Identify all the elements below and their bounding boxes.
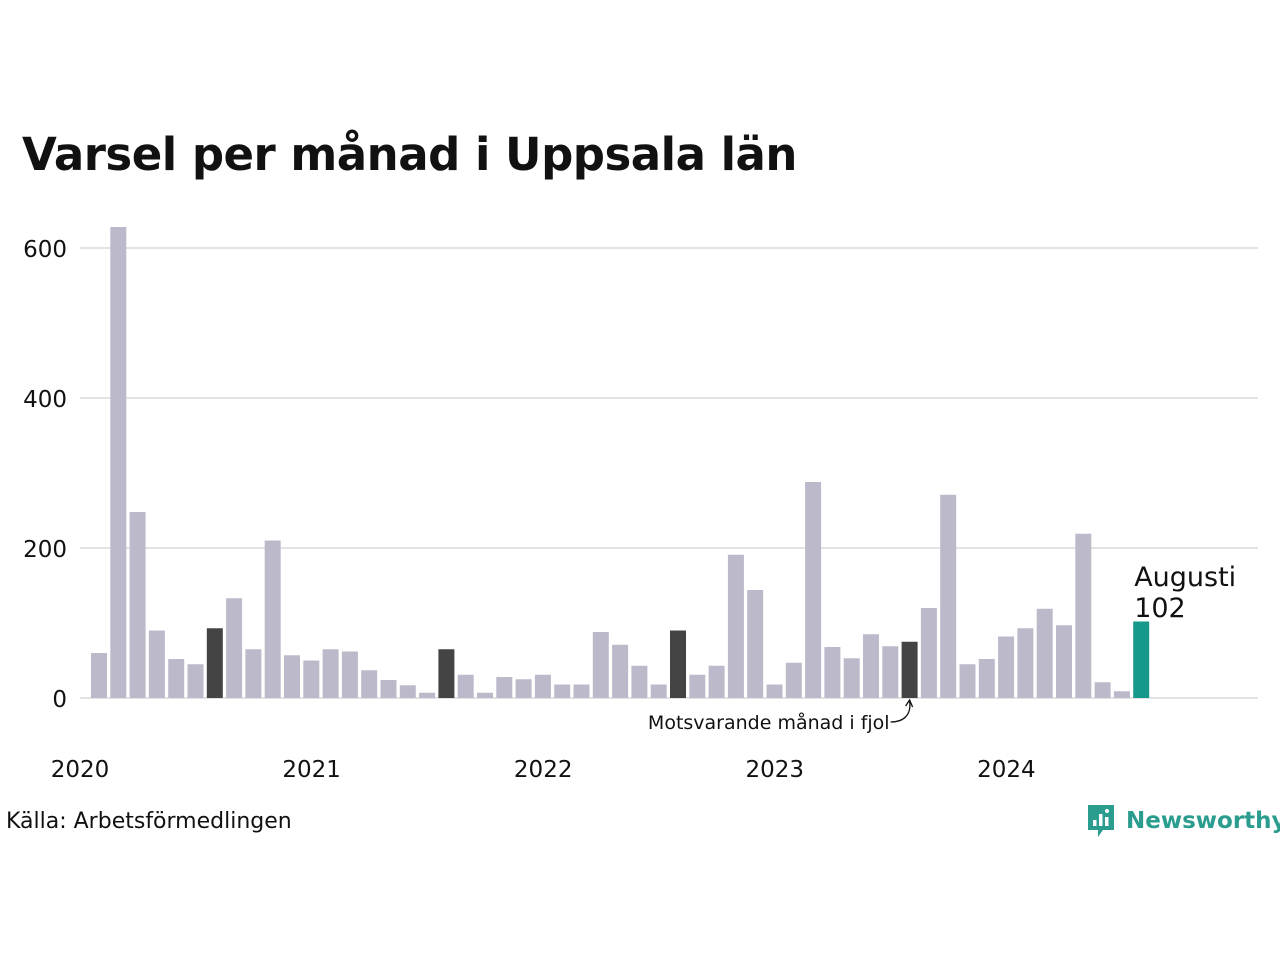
bar <box>959 664 976 698</box>
bar-previous-year <box>206 628 223 698</box>
current-month-value-label: 102 <box>1134 593 1186 624</box>
bar <box>477 692 493 698</box>
bar <box>863 634 879 698</box>
bar <box>303 660 320 698</box>
bar-chart: 0 200 400 600 2020 2021 2022 2023 2024 Augusti … <box>23 227 1258 783</box>
bar <box>631 665 648 698</box>
bar <box>1113 691 1130 698</box>
y-axis-tick-labels: 0 200 400 600 <box>23 237 67 713</box>
y-tick-label: 0 <box>52 687 67 713</box>
x-tick-label: 2023 <box>746 757 805 783</box>
y-tick-label: 200 <box>23 537 67 563</box>
bar <box>650 684 667 698</box>
bar <box>534 674 551 698</box>
bar <box>91 653 107 698</box>
bar <box>805 482 822 698</box>
bar <box>824 647 841 698</box>
bars <box>91 227 1150 698</box>
bar <box>361 670 378 698</box>
bar <box>419 692 436 698</box>
bar-previous-year <box>901 641 918 698</box>
bar <box>322 649 339 698</box>
bar <box>612 644 629 698</box>
bar <box>689 674 706 698</box>
brand-name: Newsworthy <box>1126 808 1280 834</box>
bar <box>1075 533 1092 698</box>
bar <box>592 632 609 698</box>
bar <box>187 664 204 698</box>
bar <box>1036 608 1053 698</box>
bar <box>129 512 146 698</box>
x-tick-label: 2020 <box>51 757 110 783</box>
y-tick-label: 400 <box>23 387 67 413</box>
y-tick-label: 600 <box>23 237 67 263</box>
bar <box>1094 682 1111 698</box>
bar <box>496 677 513 698</box>
bar <box>168 659 185 698</box>
source-note: Källa: Arbetsförmedlingen <box>6 809 292 834</box>
bar <box>940 494 957 698</box>
bar <box>457 674 474 698</box>
bar <box>380 680 397 698</box>
bar <box>245 649 262 698</box>
bar <box>978 659 995 698</box>
bar <box>515 679 532 698</box>
newsworthy-logo-icon <box>1088 805 1114 837</box>
current-month-label: Augusti <box>1134 562 1236 593</box>
bar <box>766 684 783 698</box>
annotation-arrowhead-icon <box>905 698 914 708</box>
bar <box>573 684 590 698</box>
bar <box>998 636 1015 698</box>
bar <box>708 665 725 698</box>
bar <box>747 590 764 698</box>
bar <box>148 630 165 698</box>
bar <box>1017 628 1034 698</box>
newsworthy-logo: Newsworthy <box>1086 803 1280 839</box>
bar <box>226 598 243 698</box>
bar <box>554 684 571 698</box>
bar <box>284 655 300 698</box>
annotation-arrow-icon <box>890 700 911 723</box>
bar <box>264 540 281 698</box>
bar <box>1056 625 1072 698</box>
chart-title: Varsel per månad i Uppsala län <box>22 128 797 181</box>
bar <box>341 651 358 698</box>
bar <box>110 227 127 698</box>
bar <box>399 685 416 698</box>
bar-previous-year <box>438 649 455 698</box>
annotations: Augusti 102 Motsvarande månad i fjol <box>648 562 1236 734</box>
bar-current-month <box>1133 621 1150 698</box>
bar <box>727 554 744 698</box>
bar <box>920 608 937 698</box>
bar <box>843 658 860 698</box>
x-axis-tick-labels: 2020 2021 2022 2023 2024 <box>51 757 1036 783</box>
x-tick-label: 2022 <box>514 757 573 783</box>
previous-year-annotation: Motsvarande månad i fjol <box>648 711 890 734</box>
x-tick-label: 2024 <box>977 757 1036 783</box>
bar <box>785 662 802 698</box>
x-tick-label: 2021 <box>282 757 341 783</box>
bar <box>882 646 899 698</box>
bar-previous-year <box>670 630 686 698</box>
